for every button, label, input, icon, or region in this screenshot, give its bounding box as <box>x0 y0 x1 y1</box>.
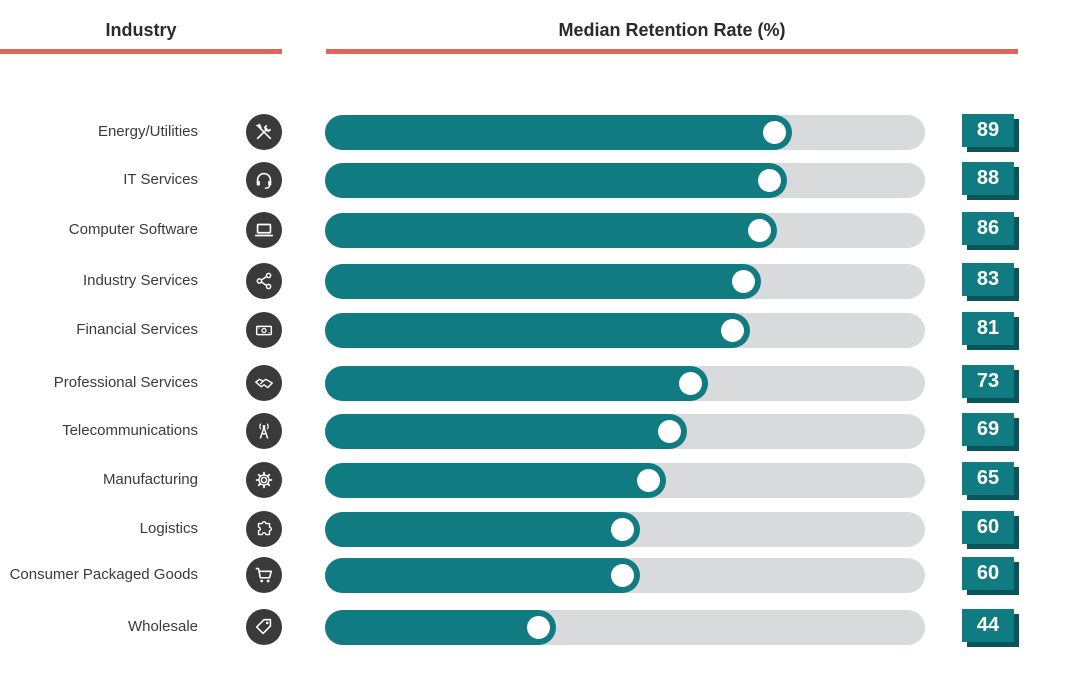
bar <box>325 558 640 593</box>
tag-icon <box>246 609 282 645</box>
category-label: Professional Services <box>53 374 198 391</box>
category-label: Telecommunications <box>62 422 198 439</box>
bar-knob <box>658 420 681 443</box>
share-icon <box>246 263 282 299</box>
chart-row: Energy/Utilities 89 <box>0 112 1080 152</box>
bar-knob <box>611 564 634 587</box>
header-rule-left <box>0 49 282 54</box>
chart-row: IT Services 88 <box>0 160 1080 200</box>
cart-icon <box>246 557 282 593</box>
bar <box>325 366 708 401</box>
headset-icon <box>246 162 282 198</box>
bar-track <box>325 213 925 248</box>
value-label: 65 <box>962 462 1014 495</box>
bar <box>325 512 640 547</box>
gear-icon <box>246 462 282 498</box>
antenna-icon <box>246 413 282 449</box>
category-label: Financial Services <box>76 321 198 338</box>
category-label: Computer Software <box>68 221 198 238</box>
category-label: Consumer Packaged Goods <box>9 566 198 583</box>
header-retention-rate: Median Retention Rate (%) <box>558 20 786 40</box>
chart-row: Consumer Packaged Goods 60 <box>0 555 1080 595</box>
bar-track <box>325 512 925 547</box>
bar-knob <box>679 372 702 395</box>
bar <box>325 213 777 248</box>
chart-row: Professional Services 73 <box>0 363 1080 403</box>
bar-knob <box>758 169 781 192</box>
bar-track <box>325 610 925 645</box>
bar-track <box>325 366 925 401</box>
chart-row: Logistics 60 <box>0 509 1080 549</box>
bar-knob <box>732 270 755 293</box>
chart-row: Telecommunications 69 <box>0 411 1080 451</box>
category-label: Logistics <box>139 520 198 537</box>
bar-knob <box>637 469 660 492</box>
category-label: Industry Services <box>82 272 198 289</box>
bar <box>325 610 556 645</box>
bar <box>325 414 687 449</box>
bar-knob <box>763 121 786 144</box>
laptop-icon <box>246 212 282 248</box>
chart-row: Manufacturing 65 <box>0 460 1080 500</box>
bar-track <box>325 558 925 593</box>
bar-track <box>325 163 925 198</box>
category-label: Energy/Utilities <box>97 123 198 140</box>
value-label: 86 <box>962 212 1014 245</box>
header-rule-right <box>326 49 1018 54</box>
bar-knob <box>721 319 744 342</box>
bar <box>325 163 787 198</box>
bar-track <box>325 313 925 348</box>
value-label: 60 <box>962 511 1014 544</box>
bar <box>325 313 750 348</box>
value-label: 73 <box>962 365 1014 398</box>
handshake-icon <box>246 365 282 401</box>
chart-row: Wholesale 44 <box>0 607 1080 647</box>
bar-track <box>325 414 925 449</box>
bar-knob <box>527 616 550 639</box>
bar-track <box>325 115 925 150</box>
value-label: 88 <box>962 162 1014 195</box>
chart-row: Industry Services 83 <box>0 261 1080 301</box>
value-label: 69 <box>962 413 1014 446</box>
bar <box>325 264 761 299</box>
chart-row: Computer Software 86 <box>0 210 1080 250</box>
category-label: Manufacturing <box>102 471 198 488</box>
category-label: IT Services <box>123 171 198 188</box>
value-label: 60 <box>962 557 1014 590</box>
header-industry: Industry <box>105 20 177 40</box>
category-label: Wholesale <box>127 618 198 635</box>
bar <box>325 115 792 150</box>
tools-icon <box>246 114 282 150</box>
value-label: 83 <box>962 263 1014 296</box>
bar-track <box>325 463 925 498</box>
value-label: 81 <box>962 312 1014 345</box>
value-label: 89 <box>962 114 1014 147</box>
puzzle-icon <box>246 511 282 547</box>
bar-track <box>325 264 925 299</box>
chart-row: Financial Services 81 <box>0 310 1080 350</box>
bar-knob <box>611 518 634 541</box>
banknote-icon <box>246 312 282 348</box>
bar <box>325 463 666 498</box>
bar-knob <box>748 219 771 242</box>
value-label: 44 <box>962 609 1014 642</box>
